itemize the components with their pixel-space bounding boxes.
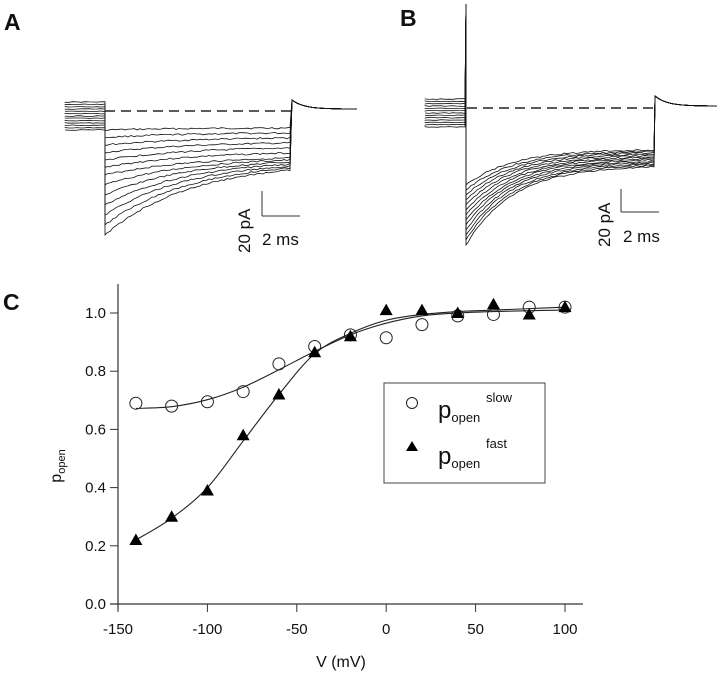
panel-a-trace	[64, 99, 358, 216]
data-point-slow	[165, 399, 179, 413]
legend-fast-main: p	[438, 443, 451, 470]
legend-slow-sub: open	[451, 410, 480, 425]
x-tick-label: -50	[286, 621, 308, 638]
x-tick-label: 100	[552, 621, 577, 638]
panel-b-time-scale-label: 2 ms	[623, 227, 660, 246]
legend-slow-sup: slow	[486, 390, 513, 405]
legend-filled-triangle-icon	[406, 441, 418, 451]
svg-text:popen: popen	[48, 449, 68, 482]
data-point-slow	[129, 396, 143, 410]
chart-data-points	[129, 297, 572, 545]
data-point-slow	[272, 357, 286, 371]
data-point-fast	[522, 307, 536, 320]
panel-b-trace	[424, 3, 717, 247]
legend-slow-main: p	[438, 397, 451, 424]
x-axis-label: V (mV)	[316, 654, 366, 671]
data-point-fast	[343, 329, 357, 342]
panel-b-trace	[424, 3, 717, 186]
panel-b-trace	[424, 3, 717, 217]
x-tick-label: 50	[467, 621, 484, 638]
panel-a-current-scale-label: 20 pA	[235, 208, 254, 253]
data-point-fast	[379, 303, 393, 316]
data-point-slow	[236, 385, 250, 399]
svg-text:popen: popen	[438, 397, 480, 425]
panel-b-trace	[424, 3, 717, 227]
legend-fast-sup: fast	[486, 436, 507, 451]
data-point-fast	[415, 303, 429, 316]
data-point-fast	[451, 306, 465, 318]
y-tick-label: 0.6	[85, 421, 106, 438]
data-point-fast	[129, 533, 143, 545]
panel-b-scale-bar: 20 pA 2 ms	[595, 189, 660, 247]
panel-a-trace	[64, 99, 358, 132]
panel-b: B 20 pA 2 ms	[400, 3, 717, 247]
panel-a-trace	[64, 99, 358, 237]
x-tick-label: 0	[382, 621, 390, 638]
x-tick-label: -100	[192, 621, 222, 638]
data-point-slow	[200, 395, 214, 409]
y-tick-label: 1.0	[85, 305, 106, 322]
panel-b-trace	[424, 3, 717, 237]
y-tick-label: 0.8	[85, 363, 106, 380]
data-point-fast	[236, 428, 250, 441]
legend-open-circle-icon	[406, 397, 418, 409]
y-axis-label-subscript: open	[56, 449, 68, 473]
panel-b-trace	[424, 3, 717, 212]
data-point-fast	[486, 297, 500, 310]
legend-fast-sub: open	[451, 456, 480, 471]
y-axis-label: popen	[48, 449, 68, 482]
panel-b-current-scale-label: 20 pA	[595, 202, 614, 247]
panel-a-time-scale-label: 2 ms	[262, 230, 299, 249]
y-tick-label: 0.2	[85, 538, 106, 555]
panel-a: A 20 pA 2 ms	[4, 9, 358, 253]
panel-a-letter: A	[4, 9, 21, 35]
panel-b-trace	[424, 3, 717, 196]
panel-b-letter: B	[400, 5, 417, 31]
panel-a-trace	[64, 99, 358, 139]
data-point-fast	[165, 510, 179, 522]
data-point-fast	[200, 484, 214, 496]
y-tick-label: 0.4	[85, 480, 106, 497]
panel-a-trace	[64, 99, 358, 146]
panel-b-trace	[424, 3, 717, 241]
data-point-fast	[558, 300, 572, 313]
x-tick-label: -150	[103, 621, 133, 638]
panel-c: C 0.0 0.2 0.4 0.6 0.8 1.0 -150 -100 -50 0 50 100 V …	[3, 284, 583, 671]
data-point-fast	[272, 387, 286, 400]
panel-b-trace	[424, 3, 717, 232]
y-tick-label: 0.0	[85, 596, 106, 613]
panel-a-scale-bar: 20 pA 2 ms	[235, 191, 300, 253]
data-point-slow	[415, 318, 429, 332]
panel-a-current-traces	[64, 99, 358, 237]
panel-a-trace	[64, 99, 358, 226]
svg-text:popen: popen	[438, 443, 480, 471]
panel-a-trace	[64, 99, 358, 196]
chart-legend: popen slow popen fast	[383, 382, 546, 484]
y-axis-label-main: p	[48, 474, 65, 483]
data-point-fast	[308, 345, 322, 358]
chart-axes: 0.0 0.2 0.4 0.6 0.8 1.0 -150 -100 -50 0 50 100	[85, 284, 583, 638]
data-point-slow	[379, 331, 393, 345]
panel-b-current-traces	[424, 3, 717, 247]
panel-c-letter: C	[3, 289, 20, 315]
